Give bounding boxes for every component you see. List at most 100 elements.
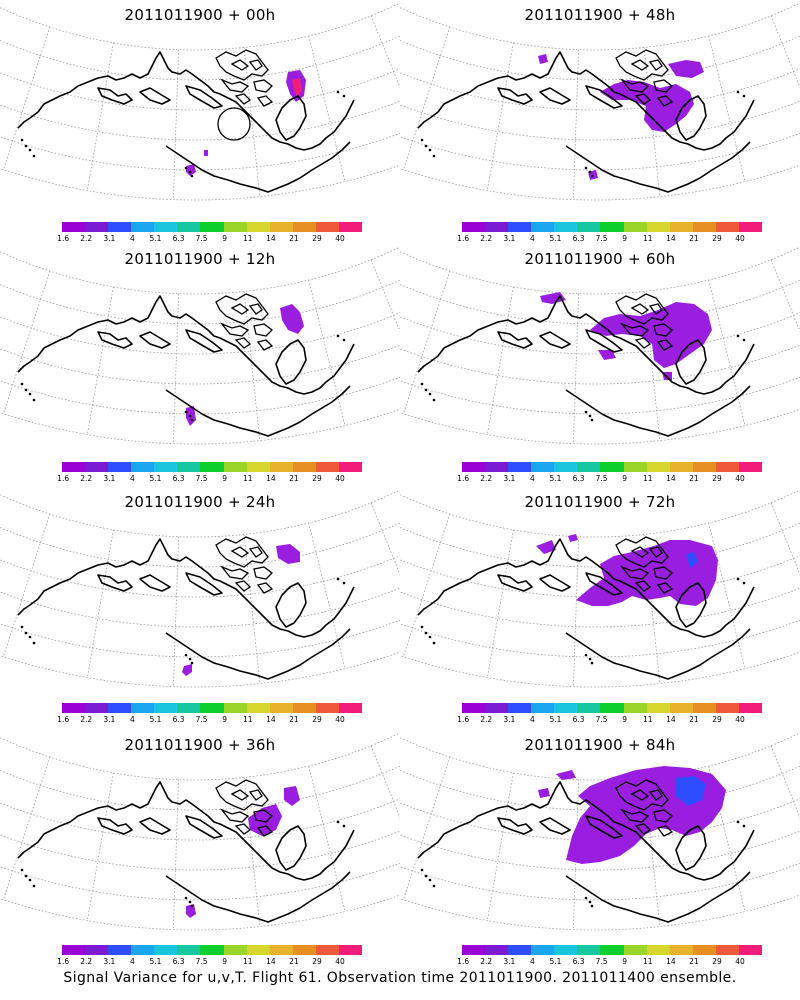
colorbar-swatch bbox=[108, 222, 132, 232]
island-dot bbox=[584, 166, 588, 170]
meridian-line bbox=[708, 35, 746, 182]
meridian-line bbox=[403, 756, 451, 900]
colorbar-tick-label: 7.5 bbox=[195, 474, 208, 483]
island-dot bbox=[584, 896, 588, 900]
polar-map bbox=[0, 732, 400, 931]
colorbar-swatch bbox=[577, 703, 601, 713]
colorbar-tick-label: 6.3 bbox=[572, 474, 585, 483]
colorbar-swatch bbox=[600, 703, 624, 713]
variance-region bbox=[276, 544, 300, 564]
latitude-circle bbox=[400, 2, 800, 51]
forecast-panel: 2011011900 + 36h 1.6 2.2 3.1 4 5.1 6.3 7.5 9 11 14… bbox=[0, 730, 400, 975]
colorbar-swatch bbox=[715, 945, 739, 955]
forecast-panel: 2011011900 + 12h 1.6 2.2 3.1 4 5.1 6.3 7.5 9 11 14… bbox=[0, 244, 400, 489]
colorbar-swatch bbox=[154, 703, 178, 713]
colorbar-tick-label: 7.5 bbox=[195, 234, 208, 243]
colorbar-swatch bbox=[669, 703, 693, 713]
latitude-circle bbox=[400, 408, 800, 445]
colorbar-swatch bbox=[669, 222, 693, 232]
colorbar-swatch bbox=[738, 703, 763, 713]
colorbar-swatch bbox=[85, 462, 109, 472]
colorbar-swatch bbox=[223, 945, 247, 955]
meridian-line bbox=[770, 502, 800, 576]
latitude-circle bbox=[400, 894, 800, 931]
colorbar-swatch bbox=[200, 222, 224, 232]
island-dot bbox=[336, 820, 340, 824]
colorbar-swatch bbox=[177, 703, 201, 713]
island-dot bbox=[736, 577, 740, 581]
meridian-line bbox=[370, 502, 400, 576]
colorbar-swatch bbox=[600, 462, 624, 472]
colorbar-swatch bbox=[646, 462, 670, 472]
coastlines bbox=[17, 779, 355, 923]
colorbar-swatch bbox=[177, 462, 201, 472]
colorbar bbox=[462, 703, 763, 713]
latitude-circle bbox=[0, 35, 400, 81]
island-dot bbox=[24, 631, 28, 635]
colorbar-labels: 1.6 2.2 3.1 4 5.1 6.3 7.5 9 11 14 21 29 40 bbox=[457, 957, 762, 967]
meridian-line bbox=[308, 522, 346, 669]
colorbar-swatch bbox=[223, 462, 247, 472]
colorbar-swatch bbox=[292, 222, 316, 232]
meridian-line bbox=[3, 756, 51, 900]
arctic-islands bbox=[215, 293, 274, 351]
colorbar-tick-label: 21 bbox=[289, 957, 299, 966]
colorbar-swatch bbox=[646, 222, 670, 232]
colorbar-tick-label: 5.1 bbox=[149, 474, 162, 483]
colorbar-tick-label: 21 bbox=[689, 957, 699, 966]
colorbar-tick-label: 11 bbox=[642, 715, 653, 724]
island-dot bbox=[590, 418, 594, 422]
colorbar-tick-label: 29 bbox=[712, 957, 722, 966]
colorbar-swatch bbox=[108, 703, 132, 713]
colorbar-tick-label: 21 bbox=[689, 234, 699, 243]
variance-region bbox=[540, 292, 566, 304]
colorbar-tick-label: 3.1 bbox=[503, 234, 516, 243]
island-dot bbox=[742, 338, 746, 342]
colorbar-tick-label: 40 bbox=[735, 234, 745, 243]
colorbar-tick-label: 3.1 bbox=[103, 715, 116, 724]
signal-variance-field bbox=[538, 54, 704, 180]
meridian-line bbox=[708, 279, 746, 426]
island-dot bbox=[584, 410, 588, 414]
coastlines bbox=[17, 49, 355, 193]
colorbar-swatch bbox=[154, 945, 178, 955]
forecast-panel: 2011011900 + 24h 1.6 2.2 3.1 4 5.1 6.3 7.5 9 11 14… bbox=[0, 487, 400, 732]
colorbar-swatch bbox=[269, 462, 293, 472]
colorbar-tick-label: 5.1 bbox=[149, 715, 162, 724]
colorbar-swatch bbox=[292, 945, 316, 955]
colorbar-tick-label: 21 bbox=[289, 234, 299, 243]
colorbar-tick-label: 11 bbox=[242, 957, 253, 966]
island-dot bbox=[184, 166, 188, 170]
meridian-line bbox=[3, 26, 51, 170]
polar-map bbox=[0, 489, 400, 688]
colorbar-tick-label: 29 bbox=[312, 234, 322, 243]
colorbar-tick-label: 3.1 bbox=[103, 234, 116, 243]
meridian-line bbox=[370, 745, 400, 819]
meridian-line bbox=[486, 42, 514, 191]
meridian-line bbox=[486, 529, 514, 678]
colorbar-tick-label: 5.1 bbox=[549, 715, 562, 724]
colorbar-tick-label: 3.1 bbox=[103, 474, 116, 483]
colorbar-tick-label: 7.5 bbox=[595, 474, 608, 483]
signal-variance-field bbox=[540, 292, 712, 380]
island-dot bbox=[28, 635, 32, 639]
coastline-path bbox=[417, 295, 755, 437]
coastlines bbox=[417, 293, 755, 437]
colorbar-tick-label: 11 bbox=[242, 715, 253, 724]
colorbar-tick-label: 1.6 bbox=[457, 234, 470, 243]
colorbar-swatch bbox=[715, 462, 739, 472]
colorbar-swatch bbox=[246, 222, 270, 232]
colorbar-tick-label: 29 bbox=[712, 234, 722, 243]
colorbar-swatch bbox=[531, 462, 555, 472]
colorbar-swatch bbox=[554, 462, 578, 472]
coastline-path bbox=[417, 538, 755, 680]
colorbar-tick-label: 1.6 bbox=[457, 957, 470, 966]
meridian-line bbox=[403, 26, 451, 170]
colorbar-tick-label: 5.1 bbox=[149, 234, 162, 243]
island-dot bbox=[428, 878, 432, 882]
colorbar-tick-label: 9 bbox=[622, 234, 628, 243]
meridian-line bbox=[770, 15, 800, 89]
meridian-line bbox=[243, 777, 261, 927]
colorbar-tick-label: 29 bbox=[712, 474, 722, 483]
variance-region bbox=[568, 534, 578, 542]
